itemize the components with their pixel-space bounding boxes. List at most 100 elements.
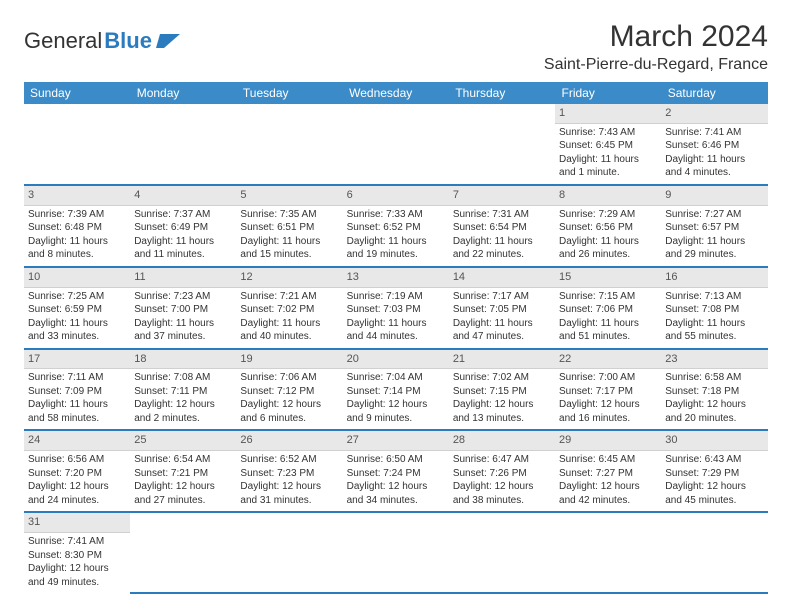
calendar-day-cell: 9Sunrise: 7:27 AMSunset: 6:57 PMDaylight…: [661, 185, 767, 267]
sunset-line: Sunset: 7:00 PM: [134, 303, 232, 317]
day-number: 12: [236, 268, 342, 288]
day-header: Monday: [130, 82, 236, 104]
calendar-day-cell: [555, 512, 661, 593]
title-block: March 2024 Saint-Pierre-du-Regard, Franc…: [544, 20, 768, 74]
day-content: Sunrise: 7:21 AMSunset: 7:02 PMDaylight:…: [236, 288, 342, 348]
day-number: 19: [236, 350, 342, 370]
day-content: Sunrise: 7:35 AMSunset: 6:51 PMDaylight:…: [236, 206, 342, 266]
day-header: Friday: [555, 82, 661, 104]
calendar-day-cell: 13Sunrise: 7:19 AMSunset: 7:03 PMDayligh…: [343, 267, 449, 349]
day-number: 23: [661, 350, 767, 370]
calendar-day-cell: 14Sunrise: 7:17 AMSunset: 7:05 PMDayligh…: [449, 267, 555, 349]
sunrise-line: Sunrise: 6:45 AM: [559, 453, 657, 467]
day-header: Tuesday: [236, 82, 342, 104]
day-number: 17: [24, 350, 130, 370]
daylight-line: Daylight: 12 hours and 2 minutes.: [134, 398, 232, 425]
daylight-line: Daylight: 11 hours and 44 minutes.: [347, 317, 445, 344]
sunset-line: Sunset: 7:02 PM: [240, 303, 338, 317]
day-header: Wednesday: [343, 82, 449, 104]
sunrise-line: Sunrise: 7:23 AM: [134, 290, 232, 304]
calendar-day-cell: 6Sunrise: 7:33 AMSunset: 6:52 PMDaylight…: [343, 185, 449, 267]
day-content: Sunrise: 6:43 AMSunset: 7:29 PMDaylight:…: [661, 451, 767, 511]
day-number: 5: [236, 186, 342, 206]
day-content: Sunrise: 7:39 AMSunset: 6:48 PMDaylight:…: [24, 206, 130, 266]
day-content: Sunrise: 7:13 AMSunset: 7:08 PMDaylight:…: [661, 288, 767, 348]
daylight-line: Daylight: 11 hours and 47 minutes.: [453, 317, 551, 344]
day-content: Sunrise: 7:00 AMSunset: 7:17 PMDaylight:…: [555, 369, 661, 429]
calendar-day-cell: 12Sunrise: 7:21 AMSunset: 7:02 PMDayligh…: [236, 267, 342, 349]
daylight-line: Daylight: 12 hours and 6 minutes.: [240, 398, 338, 425]
day-number: 13: [343, 268, 449, 288]
day-content: Sunrise: 7:08 AMSunset: 7:11 PMDaylight:…: [130, 369, 236, 429]
day-number: 29: [555, 431, 661, 451]
daylight-line: Daylight: 12 hours and 45 minutes.: [665, 480, 763, 507]
sunrise-line: Sunrise: 7:11 AM: [28, 371, 126, 385]
logo-text-blue: Blue: [104, 28, 152, 54]
sunrise-line: Sunrise: 7:41 AM: [665, 126, 763, 140]
sunset-line: Sunset: 7:14 PM: [347, 385, 445, 399]
sunrise-line: Sunrise: 6:56 AM: [28, 453, 126, 467]
calendar-body: 1Sunrise: 7:43 AMSunset: 6:45 PMDaylight…: [24, 104, 768, 593]
calendar-day-cell: 4Sunrise: 7:37 AMSunset: 6:49 PMDaylight…: [130, 185, 236, 267]
daylight-line: Daylight: 12 hours and 9 minutes.: [347, 398, 445, 425]
calendar-day-cell: 22Sunrise: 7:00 AMSunset: 7:17 PMDayligh…: [555, 349, 661, 431]
sunset-line: Sunset: 7:12 PM: [240, 385, 338, 399]
day-number: 6: [343, 186, 449, 206]
day-number: 26: [236, 431, 342, 451]
day-number: 15: [555, 268, 661, 288]
day-content: Sunrise: 6:52 AMSunset: 7:23 PMDaylight:…: [236, 451, 342, 511]
calendar-day-cell: 11Sunrise: 7:23 AMSunset: 7:00 PMDayligh…: [130, 267, 236, 349]
daylight-line: Daylight: 11 hours and 8 minutes.: [28, 235, 126, 262]
day-number: 3: [24, 186, 130, 206]
sunrise-line: Sunrise: 7:06 AM: [240, 371, 338, 385]
sunrise-line: Sunrise: 7:15 AM: [559, 290, 657, 304]
calendar-week-row: 24Sunrise: 6:56 AMSunset: 7:20 PMDayligh…: [24, 430, 768, 512]
calendar-day-cell: 16Sunrise: 7:13 AMSunset: 7:08 PMDayligh…: [661, 267, 767, 349]
logo-flag-icon: [156, 32, 180, 50]
sunrise-line: Sunrise: 7:13 AM: [665, 290, 763, 304]
day-content: Sunrise: 7:04 AMSunset: 7:14 PMDaylight:…: [343, 369, 449, 429]
daylight-line: Daylight: 11 hours and 29 minutes.: [665, 235, 763, 262]
sunset-line: Sunset: 6:56 PM: [559, 221, 657, 235]
calendar-day-cell: 3Sunrise: 7:39 AMSunset: 6:48 PMDaylight…: [24, 185, 130, 267]
day-content: Sunrise: 7:15 AMSunset: 7:06 PMDaylight:…: [555, 288, 661, 348]
day-number: 2: [661, 104, 767, 124]
calendar-day-cell: 27Sunrise: 6:50 AMSunset: 7:24 PMDayligh…: [343, 430, 449, 512]
sunset-line: Sunset: 7:20 PM: [28, 467, 126, 481]
calendar-day-cell: [661, 512, 767, 593]
day-number: 10: [24, 268, 130, 288]
sunrise-line: Sunrise: 7:31 AM: [453, 208, 551, 222]
sunrise-line: Sunrise: 7:25 AM: [28, 290, 126, 304]
sunset-line: Sunset: 7:23 PM: [240, 467, 338, 481]
day-number: 21: [449, 350, 555, 370]
sunset-line: Sunset: 7:06 PM: [559, 303, 657, 317]
daylight-line: Daylight: 12 hours and 42 minutes.: [559, 480, 657, 507]
day-content: Sunrise: 7:11 AMSunset: 7:09 PMDaylight:…: [24, 369, 130, 429]
month-title: March 2024: [544, 20, 768, 54]
sunset-line: Sunset: 6:52 PM: [347, 221, 445, 235]
sunset-line: Sunset: 7:17 PM: [559, 385, 657, 399]
calendar-day-cell: 17Sunrise: 7:11 AMSunset: 7:09 PMDayligh…: [24, 349, 130, 431]
sunset-line: Sunset: 6:57 PM: [665, 221, 763, 235]
sunrise-line: Sunrise: 6:52 AM: [240, 453, 338, 467]
calendar-week-row: 17Sunrise: 7:11 AMSunset: 7:09 PMDayligh…: [24, 349, 768, 431]
sunset-line: Sunset: 7:26 PM: [453, 467, 551, 481]
day-content: Sunrise: 7:41 AMSunset: 6:46 PMDaylight:…: [661, 124, 767, 184]
calendar-day-cell: 2Sunrise: 7:41 AMSunset: 6:46 PMDaylight…: [661, 104, 767, 185]
sunset-line: Sunset: 6:51 PM: [240, 221, 338, 235]
day-content: Sunrise: 7:06 AMSunset: 7:12 PMDaylight:…: [236, 369, 342, 429]
daylight-line: Daylight: 12 hours and 16 minutes.: [559, 398, 657, 425]
calendar-day-cell: [236, 512, 342, 593]
calendar-week-row: 31Sunrise: 7:41 AMSunset: 8:30 PMDayligh…: [24, 512, 768, 593]
sunrise-line: Sunrise: 7:27 AM: [665, 208, 763, 222]
day-content: Sunrise: 6:50 AMSunset: 7:24 PMDaylight:…: [343, 451, 449, 511]
sunrise-line: Sunrise: 6:54 AM: [134, 453, 232, 467]
daylight-line: Daylight: 12 hours and 38 minutes.: [453, 480, 551, 507]
day-number: 4: [130, 186, 236, 206]
logo: GeneralBlue: [24, 28, 180, 54]
calendar-day-cell: 23Sunrise: 6:58 AMSunset: 7:18 PMDayligh…: [661, 349, 767, 431]
day-content: Sunrise: 7:27 AMSunset: 6:57 PMDaylight:…: [661, 206, 767, 266]
day-number: 8: [555, 186, 661, 206]
daylight-line: Daylight: 12 hours and 34 minutes.: [347, 480, 445, 507]
calendar-day-cell: 24Sunrise: 6:56 AMSunset: 7:20 PMDayligh…: [24, 430, 130, 512]
